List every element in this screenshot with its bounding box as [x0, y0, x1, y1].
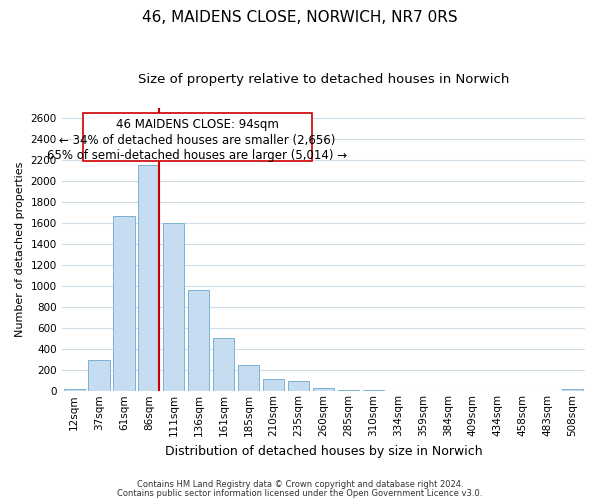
Text: 46, MAIDENS CLOSE, NORWICH, NR7 0RS: 46, MAIDENS CLOSE, NORWICH, NR7 0RS	[142, 10, 458, 25]
Bar	[437, 390, 458, 392]
Title: Size of property relative to detached houses in Norwich: Size of property relative to detached ho…	[137, 72, 509, 86]
Text: ← 34% of detached houses are smaller (2,656): ← 34% of detached houses are smaller (2,…	[59, 134, 335, 146]
Text: Contains HM Land Registry data © Crown copyright and database right 2024.: Contains HM Land Registry data © Crown c…	[137, 480, 463, 489]
Bar	[462, 390, 484, 392]
Bar	[138, 166, 160, 392]
Bar	[288, 382, 309, 392]
FancyBboxPatch shape	[83, 113, 312, 160]
Bar	[487, 390, 508, 392]
Bar	[362, 390, 384, 392]
Bar	[562, 389, 583, 392]
Bar	[263, 378, 284, 392]
Text: Contains public sector information licensed under the Open Government Licence v3: Contains public sector information licen…	[118, 488, 482, 498]
Bar	[64, 389, 85, 392]
Bar	[412, 390, 434, 392]
Bar	[313, 388, 334, 392]
Bar	[512, 390, 533, 392]
Bar	[88, 360, 110, 392]
Bar	[238, 365, 259, 392]
Text: 46 MAIDENS CLOSE: 94sqm: 46 MAIDENS CLOSE: 94sqm	[116, 118, 279, 131]
Bar	[388, 390, 409, 392]
Bar	[338, 390, 359, 392]
Text: 65% of semi-detached houses are larger (5,014) →: 65% of semi-detached houses are larger (…	[47, 149, 347, 162]
Bar	[163, 223, 184, 392]
X-axis label: Distribution of detached houses by size in Norwich: Distribution of detached houses by size …	[164, 444, 482, 458]
Y-axis label: Number of detached properties: Number of detached properties	[15, 162, 25, 337]
Bar	[113, 216, 134, 392]
Bar	[537, 390, 558, 392]
Bar	[188, 290, 209, 392]
Bar	[213, 338, 234, 392]
